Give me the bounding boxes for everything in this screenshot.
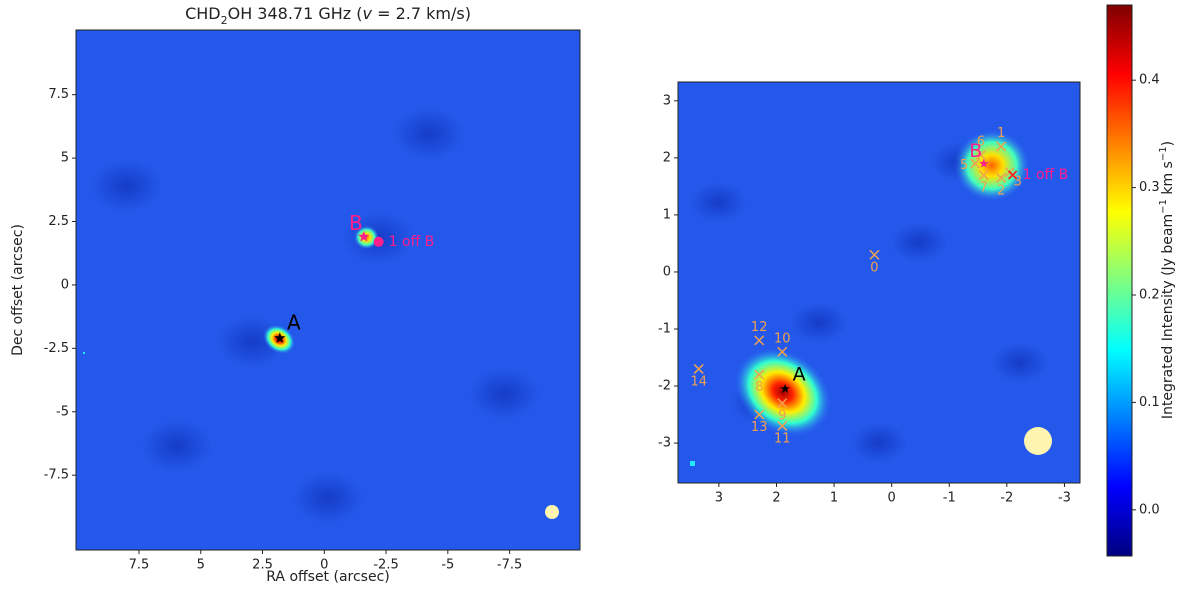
x-tick-label: 1	[830, 491, 838, 506]
y-tick-label: 1	[663, 207, 671, 222]
pixel-marker	[690, 461, 695, 466]
image-panel	[678, 82, 1080, 483]
marker-label: 13	[751, 420, 768, 435]
marker-cross	[754, 335, 765, 346]
y-tick-label: -2.5	[44, 341, 69, 356]
y-tick-label: -2	[658, 379, 671, 394]
x-tick-label: 5	[197, 558, 205, 573]
noise-patch	[469, 368, 540, 420]
beam	[545, 505, 559, 519]
offsource-label: 1 off B	[389, 234, 435, 250]
x-tick-label: 0	[888, 491, 896, 506]
image-panel	[76, 30, 580, 550]
source-star	[274, 332, 286, 343]
y-tick-label: 0	[61, 277, 69, 292]
source-star	[780, 383, 790, 393]
y-tick-label: -7.5	[44, 468, 69, 483]
marker-cross	[970, 158, 981, 169]
y-tick-label: 0	[663, 264, 671, 279]
source-star	[979, 158, 989, 168]
marker-label: 2	[997, 183, 1005, 198]
noise-patch	[91, 160, 162, 212]
source-label: B	[349, 211, 363, 235]
noise-patch	[850, 422, 908, 463]
source-star	[358, 230, 370, 242]
marker-label: 10	[774, 331, 791, 346]
marker-cross	[869, 249, 880, 260]
noise-patch	[393, 108, 465, 160]
colorbar-tick-label: 0.1	[1139, 395, 1160, 410]
marker-cross	[777, 420, 788, 431]
colorbar-tick-label: 0.4	[1139, 73, 1160, 88]
x-tick-label: 7.5	[129, 558, 150, 573]
emission-blob	[953, 129, 1030, 202]
source-label: A	[287, 311, 301, 335]
pixel-marker	[83, 352, 85, 354]
colorbar	[1106, 4, 1133, 557]
x-tick-label: -2.5	[373, 558, 398, 573]
marker-cross	[978, 169, 989, 181]
marker-label: 8	[755, 380, 763, 395]
y-tick-label: 2	[663, 150, 671, 165]
marker-label: 11	[774, 431, 791, 446]
y-tick-label: -1	[658, 321, 671, 336]
x-tick-label: 2	[772, 491, 780, 506]
marker-cross	[693, 363, 704, 374]
plot-frame	[677, 81, 1081, 484]
x-tick-label: -5	[441, 558, 454, 573]
y-tick-label: 2.5	[48, 214, 69, 229]
offsource-dot	[373, 236, 384, 247]
y-tick-label: -3	[658, 436, 671, 451]
noise-patch	[991, 342, 1048, 383]
marker-label: 6	[977, 135, 985, 150]
marker-cross	[975, 149, 986, 161]
colorbar-tick-label: 0.3	[1139, 180, 1160, 195]
y-tick-label: 3	[663, 93, 671, 108]
noise-patch	[690, 182, 747, 223]
marker-label: 5	[960, 158, 968, 173]
noise-patch	[292, 472, 364, 524]
marker-label: 9	[778, 409, 786, 424]
offsource-cross	[1007, 170, 1018, 180]
y-tick-label: 7.5	[48, 87, 69, 102]
x-tick-label: 3	[715, 491, 723, 506]
colorbar-tick-label: 0.2	[1139, 288, 1160, 303]
marker-cross	[996, 172, 1007, 183]
colorbar-tick-label: 0.0	[1139, 502, 1160, 517]
emission-blob	[353, 225, 380, 250]
x-tick-label: -1	[943, 491, 956, 506]
offsource-label: 1 off B	[1023, 167, 1069, 183]
marker-cross	[996, 141, 1007, 152]
marker-label: 0	[870, 260, 878, 275]
colorbar-label: Integrated Intensity (Jy beam−1 km s−1)	[1158, 141, 1177, 419]
noise-patch	[790, 302, 847, 343]
plot-frame	[75, 29, 581, 551]
marker-cross	[754, 369, 765, 380]
beam	[1024, 427, 1052, 455]
x-tick-label: 0	[320, 558, 328, 573]
marker-label: 3	[1014, 175, 1022, 190]
y-tick-label: 5	[61, 151, 69, 166]
marker-label: 1	[997, 126, 1005, 141]
source-label: B	[969, 140, 982, 162]
x-tick-label: -3	[1058, 491, 1071, 506]
marker-label: 14	[690, 374, 707, 389]
y-tick-label: -5	[56, 404, 69, 419]
marker-label: 7	[980, 180, 988, 195]
noise-patch	[141, 420, 213, 472]
marker-cross	[777, 346, 788, 357]
marker-label: 12	[751, 320, 768, 335]
x-tick-label: -2	[1000, 491, 1013, 506]
marker-cross	[754, 409, 765, 420]
x-axis-label: RA offset (arcsec)	[266, 569, 390, 585]
x-tick-label: -7.5	[497, 558, 522, 573]
chart-title: CHD2OH 348.71 GHz (v = 2.7 km/s)	[185, 4, 471, 27]
marker-cross	[777, 398, 788, 409]
y-axis-label: Dec offset (arcsec)	[10, 224, 26, 356]
source-label: A	[793, 363, 806, 385]
noise-patch	[891, 222, 948, 263]
x-tick-label: 2.5	[252, 558, 273, 573]
